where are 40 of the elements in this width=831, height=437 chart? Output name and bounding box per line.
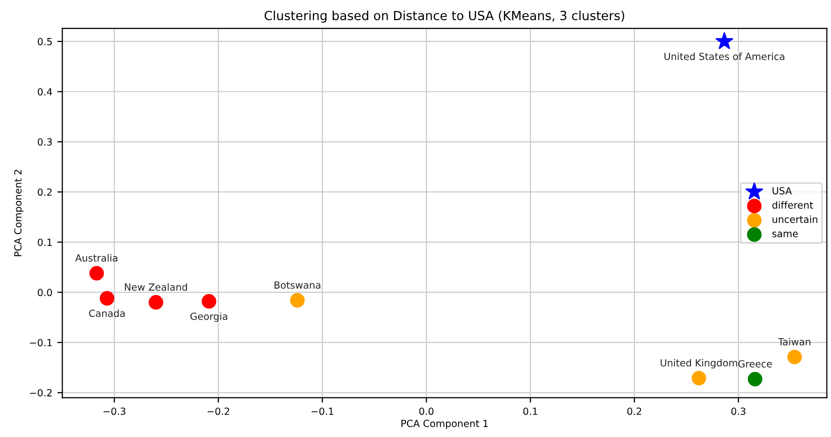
annotation: Taiwan — [778, 338, 810, 346]
x-tick-label: 0.3 — [731, 408, 746, 415]
x-tick-label: −0.1 — [312, 408, 334, 415]
y-tick-label: −0.2 — [30, 389, 52, 396]
annotation: Australia — [75, 254, 118, 262]
legend-label: different — [772, 201, 814, 209]
y-tick-label: 0.5 — [38, 38, 52, 46]
point — [148, 295, 164, 310]
y-axis-title: PCA Component 2 — [14, 170, 24, 256]
annotation: United States of America — [664, 52, 784, 60]
annotation: Georgia — [190, 312, 228, 322]
x-tick-label: 0.1 — [523, 408, 538, 415]
legend-label: uncertain — [772, 215, 818, 223]
y-tick-label: 0.2 — [38, 188, 52, 196]
annotation: Greece — [738, 360, 772, 368]
x-axis-title: PCA Component 1 — [401, 420, 488, 429]
annotation: Botswana — [274, 282, 320, 289]
point — [787, 350, 802, 364]
point — [692, 370, 706, 386]
legend-label: USA — [772, 187, 792, 194]
annotation: United Kingdom — [660, 358, 738, 368]
annotation: New Zealand — [124, 283, 187, 291]
chart-title: Clustering based on Distance to USA (KMeans, 3 clusters) — [264, 10, 624, 23]
y-tick-label: 0.4 — [38, 88, 52, 96]
point — [100, 291, 114, 306]
point — [748, 372, 762, 386]
x-tick-label: −0.3 — [104, 408, 126, 415]
annotation: Canada — [89, 309, 125, 317]
point — [89, 266, 104, 281]
legend-label: same — [772, 232, 798, 238]
x-tick-label: 0.0 — [419, 408, 434, 415]
x-tick-label: −0.2 — [208, 408, 230, 415]
y-tick-label: 0.3 — [38, 138, 52, 146]
y-tick-label: 0.0 — [38, 288, 52, 296]
point — [290, 293, 305, 308]
point — [716, 32, 734, 50]
point — [202, 294, 216, 309]
y-tick-label: 0.1 — [38, 238, 52, 246]
x-tick-label: 0.2 — [627, 408, 642, 415]
y-tick-label: −0.1 — [30, 338, 52, 346]
